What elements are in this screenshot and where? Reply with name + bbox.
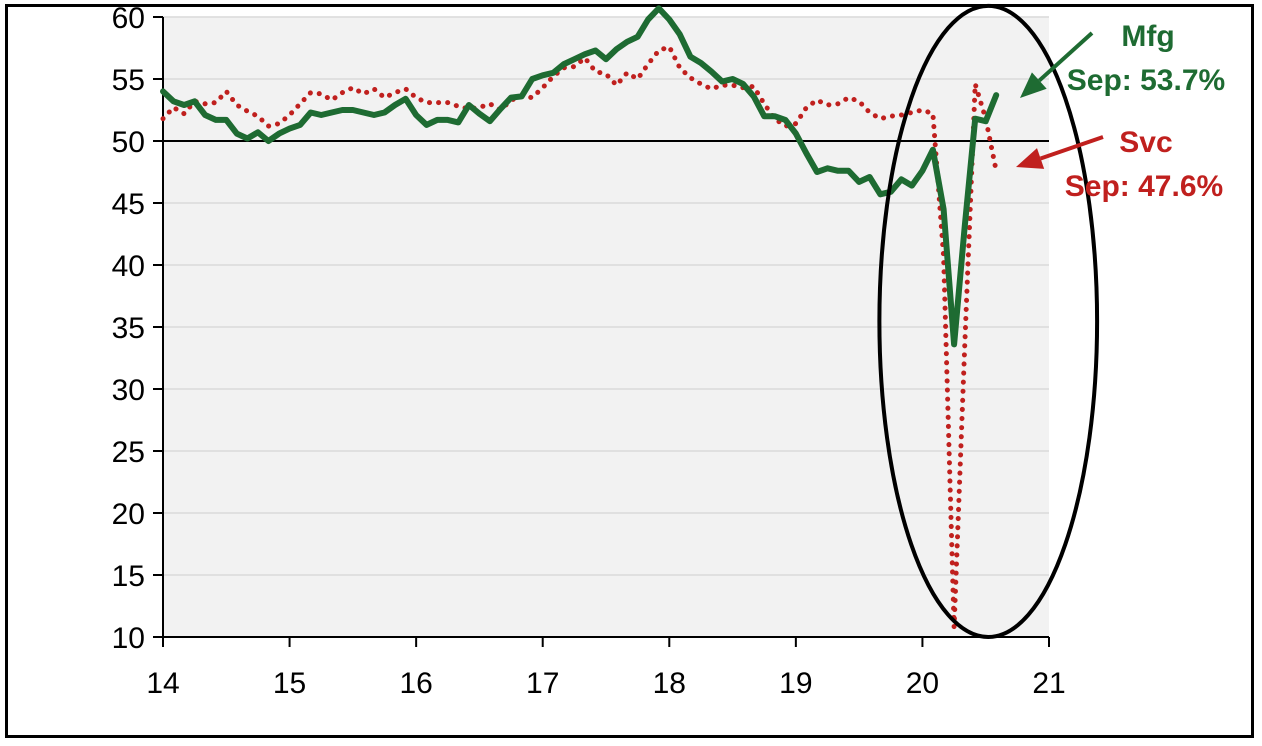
series-layer [160, 5, 1000, 630]
y-tick-label: 50 [112, 126, 145, 159]
y-tick-label: 60 [112, 2, 145, 35]
mfg-arrowhead [1020, 72, 1047, 98]
y-axis-ticks: 10 15 20 25 30 35 40 45 50 55 60 [112, 2, 163, 655]
x-tick-label: 21 [1032, 667, 1065, 700]
x-axis-ticks: 14 15 16 17 18 19 20 21 [146, 637, 1066, 700]
y-tick-label: 10 [112, 622, 145, 655]
x-tick-label: 19 [779, 667, 812, 700]
annotations: Mfg Sep: 53.7% Svc Sep: 47.6% [1016, 20, 1225, 203]
y-tick-label: 35 [112, 312, 145, 345]
y-tick-label: 45 [112, 188, 145, 221]
y-tick-label: 40 [112, 250, 145, 283]
x-tick-label: 17 [526, 667, 559, 700]
x-tick-label: 20 [906, 667, 939, 700]
y-tick-label: 30 [112, 374, 145, 407]
series-line-mfg [160, 5, 1000, 348]
series-line-svc [160, 44, 999, 630]
svc-value-label: Sep: 47.6% [1065, 170, 1223, 203]
x-tick-label: 18 [653, 667, 686, 700]
mfg-value-label: Sep: 53.7% [1067, 64, 1225, 97]
y-tick-label: 15 [112, 560, 145, 593]
highlight-ellipse [877, 3, 1100, 639]
svc-arrow [1039, 135, 1104, 161]
svc-label: Svc [1119, 126, 1172, 159]
mfg-arrow [1037, 31, 1094, 83]
x-tick-label: 15 [273, 667, 306, 700]
svc-arrowhead [1016, 148, 1045, 169]
y-tick-label: 20 [112, 498, 145, 531]
y-tick-label: 55 [112, 64, 145, 97]
y-tick-label: 25 [112, 436, 145, 469]
x-tick-label: 16 [399, 667, 432, 700]
x-tick-label: 14 [146, 667, 179, 700]
mfg-label: Mfg [1121, 20, 1174, 53]
